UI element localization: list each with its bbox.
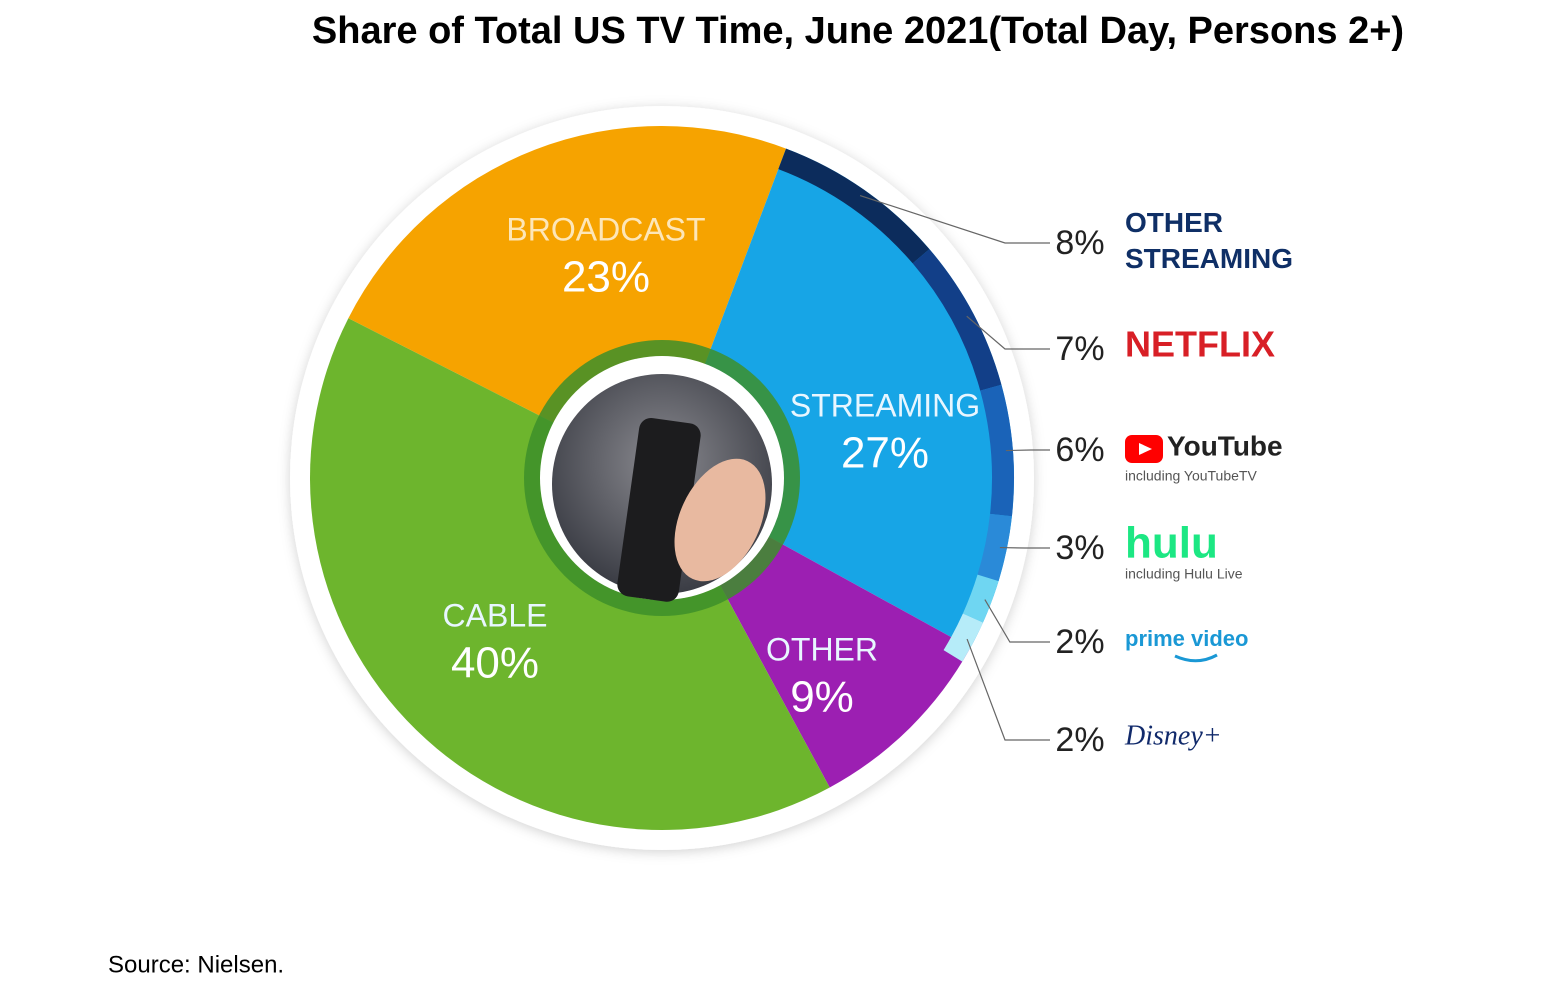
ring-segment (778, 148, 930, 264)
ring-name: OTHER STREAMING (1125, 207, 1293, 274)
source: Source: Nielsen. (108, 951, 284, 978)
leader-line (1005, 449, 1050, 452)
ring-value: 2% (1055, 721, 1104, 759)
slice-label: CABLE (443, 597, 548, 633)
slice-label: BROADCAST (506, 211, 705, 247)
prime-smile (1174, 653, 1218, 663)
ring-name: NETFLIX (1125, 324, 1275, 365)
ring-note: including Hulu Live (1125, 566, 1243, 582)
ring-segment (962, 574, 999, 623)
chart-title: Share of Total US TV Time, June 2021(Tot… (312, 10, 1404, 52)
leader-line (966, 638, 1050, 741)
ring-value: 2% (1055, 623, 1104, 661)
ring-value: 8% (1055, 224, 1104, 262)
ring-segment (943, 613, 983, 662)
slice-value: 40% (451, 639, 539, 688)
ring-name: YouTube (1167, 430, 1283, 461)
leader-line (859, 194, 1050, 244)
ring-name: Disney+ (1124, 720, 1222, 751)
ring-name: prime video (1125, 626, 1248, 651)
slice-value: 23% (562, 253, 650, 302)
ring-segment (912, 249, 1002, 391)
leader-line (984, 599, 1050, 643)
ring-note: including YouTubeTV (1125, 468, 1257, 484)
leader-line (966, 315, 1050, 350)
youtube-play (1139, 443, 1152, 455)
slice-label: OTHER (766, 631, 878, 667)
ring-segment (977, 513, 1012, 582)
ring-value: 7% (1055, 330, 1104, 368)
center-photo (552, 374, 772, 602)
ring-name: hulu (1125, 519, 1218, 568)
slice-label: STREAMING (790, 387, 980, 423)
slice-value: 27% (841, 429, 929, 478)
ring-value: 3% (1055, 529, 1104, 567)
ring-segment (980, 384, 1015, 517)
slice-value: 9% (790, 673, 854, 722)
ring-value: 6% (1055, 431, 1104, 469)
